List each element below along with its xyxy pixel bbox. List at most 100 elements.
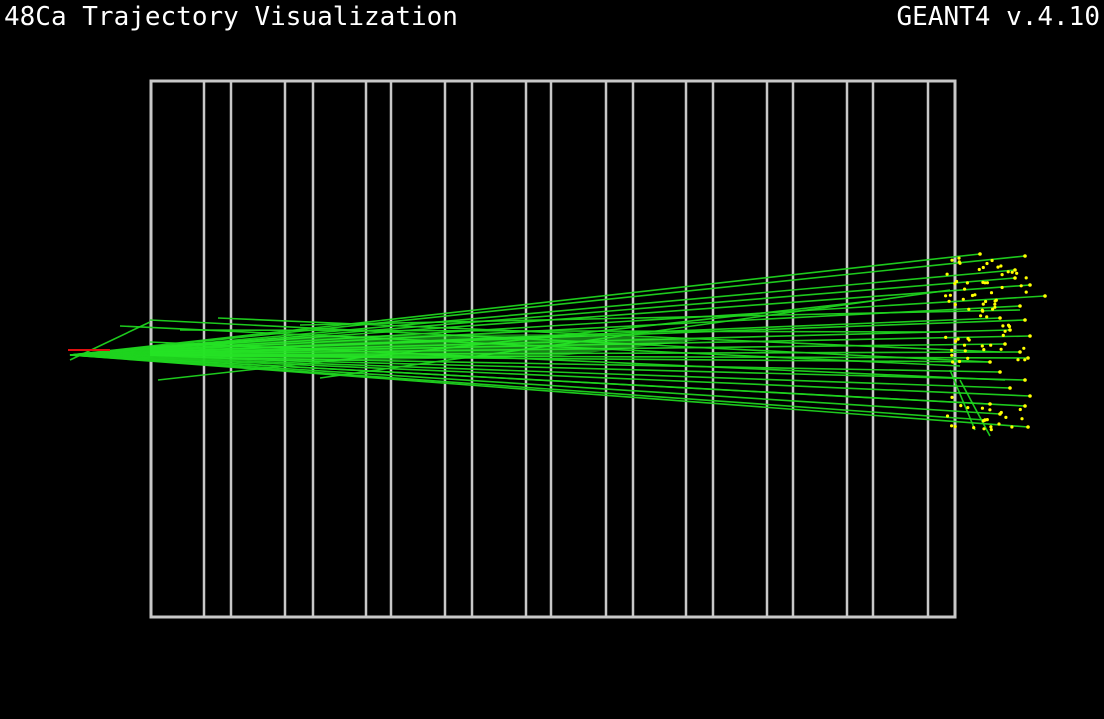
hit-point: [1019, 284, 1023, 288]
hit-point: [1028, 283, 1032, 287]
hit-point: [988, 408, 992, 412]
hit-point: [953, 424, 957, 429]
hit-point: [979, 314, 983, 318]
beam-core: [150, 334, 700, 362]
hit-point: [984, 299, 988, 304]
hit-point: [950, 424, 954, 428]
hit-point: [1028, 394, 1032, 398]
hit-point: [1022, 346, 1026, 350]
hit-point: [980, 308, 984, 312]
hit-point: [985, 315, 989, 319]
hit-point: [962, 343, 967, 347]
hit-point: [1018, 304, 1022, 308]
hit-point: [950, 353, 954, 357]
hit-point: [966, 356, 970, 360]
hit-point: [950, 395, 954, 399]
hit-point: [1026, 356, 1030, 360]
hit-point: [945, 272, 949, 276]
hit-point-layer: [944, 252, 1047, 432]
hit-point: [1010, 425, 1014, 429]
hit-point: [985, 281, 990, 285]
particle-track: [299, 309, 1021, 326]
hit-point: [981, 302, 985, 306]
hit-point: [982, 427, 986, 431]
hit-point: [993, 305, 997, 309]
hit-point: [1020, 417, 1024, 421]
hit-point: [965, 281, 970, 285]
hit-point: [955, 279, 959, 284]
hit-point: [963, 349, 967, 353]
hit-point: [999, 264, 1003, 268]
hit-point: [1008, 386, 1012, 390]
hit-point: [1028, 334, 1032, 338]
hit-point: [1001, 324, 1005, 328]
hit-point: [989, 291, 994, 295]
hit-point: [1023, 254, 1027, 258]
hit-point: [988, 360, 992, 364]
hit-point: [983, 281, 987, 285]
particle-track: [69, 354, 1001, 415]
hit-point: [1026, 425, 1030, 429]
hit-point: [948, 293, 953, 297]
trajectory-layer: [69, 253, 1046, 437]
hit-point: [1004, 415, 1008, 419]
hit-point: [978, 252, 982, 256]
hit-point: [1000, 273, 1004, 277]
hit-point: [982, 348, 986, 352]
hit-point: [970, 293, 975, 298]
hit-point: [990, 258, 994, 263]
particle-track: [69, 253, 981, 356]
hit-point: [957, 260, 961, 264]
hit-point: [947, 299, 951, 303]
hit-point: [998, 316, 1002, 320]
hit-point: [1015, 271, 1019, 275]
hit-point: [954, 339, 958, 343]
hit-point: [991, 307, 995, 311]
hit-point: [967, 307, 971, 311]
hit-point: [1018, 407, 1022, 412]
hit-point: [944, 294, 948, 298]
hit-point: [998, 370, 1002, 374]
hit-point: [1006, 270, 1010, 274]
hit-point: [989, 343, 993, 347]
hit-point: [1016, 358, 1020, 362]
hit-point: [966, 406, 970, 410]
hit-point: [989, 428, 993, 432]
particle-track: [69, 255, 1026, 356]
hit-point: [959, 404, 963, 408]
hit-point: [996, 265, 1000, 269]
hit-point: [999, 347, 1003, 351]
hit-point: [963, 287, 967, 291]
hit-point: [983, 418, 987, 422]
hit-point: [1013, 276, 1017, 280]
version-label: GEANT4 v.4.10: [896, 2, 1101, 32]
hit-point: [998, 412, 1002, 416]
hit-point: [989, 425, 993, 429]
particle-track: [959, 379, 991, 437]
hit-point: [1006, 323, 1011, 327]
hit-point: [1023, 404, 1027, 408]
particle-track: [69, 321, 151, 361]
hit-point: [1024, 276, 1028, 280]
hit-point: [945, 414, 950, 418]
hit-point: [1043, 294, 1047, 298]
hit-point: [1023, 378, 1027, 382]
particle-track: [949, 369, 976, 431]
hit-point: [1003, 329, 1007, 333]
hit-point: [977, 267, 981, 272]
hit-point: [1010, 270, 1014, 274]
hit-point: [972, 426, 976, 430]
hit-point: [1023, 318, 1027, 322]
scene-title: 48Ca Trajectory Visualization: [4, 2, 458, 32]
hit-point: [1000, 285, 1004, 290]
particle-track: [69, 354, 986, 421]
hit-point: [953, 303, 957, 307]
hit-point: [988, 402, 992, 406]
hit-point: [985, 261, 989, 266]
particle-track: [69, 354, 1026, 407]
hit-point: [981, 265, 985, 270]
hit-point: [973, 293, 977, 297]
hit-point: [944, 335, 948, 339]
hit-point: [1013, 268, 1017, 272]
